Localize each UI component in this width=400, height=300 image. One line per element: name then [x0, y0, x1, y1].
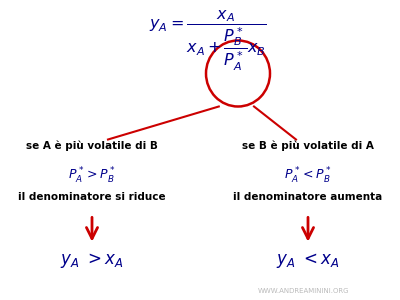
Text: WWW.ANDREAMININI.ORG: WWW.ANDREAMININI.ORG: [258, 288, 350, 294]
Text: $y_A \ > x_A$: $y_A \ > x_A$: [60, 251, 124, 271]
Text: $y_A \ < x_A$: $y_A \ < x_A$: [276, 251, 340, 271]
Text: $P_A^* >P_B^*$: $P_A^* >P_B^*$: [68, 165, 116, 185]
Text: il denominatore si riduce: il denominatore si riduce: [18, 191, 166, 202]
Text: se B è più volatile di A: se B è più volatile di A: [242, 140, 374, 151]
Text: se A è più volatile di B: se A è più volatile di B: [26, 140, 158, 151]
Text: $y_A = \dfrac{x_A}{x_A + \dfrac{P_B^*}{P_A^*}x_B}$: $y_A = \dfrac{x_A}{x_A + \dfrac{P_B^*}{P…: [149, 8, 267, 73]
Text: il denominatore aumenta: il denominatore aumenta: [233, 191, 383, 202]
Text: $P_A^* <P_B^*$: $P_A^* <P_B^*$: [284, 165, 332, 185]
